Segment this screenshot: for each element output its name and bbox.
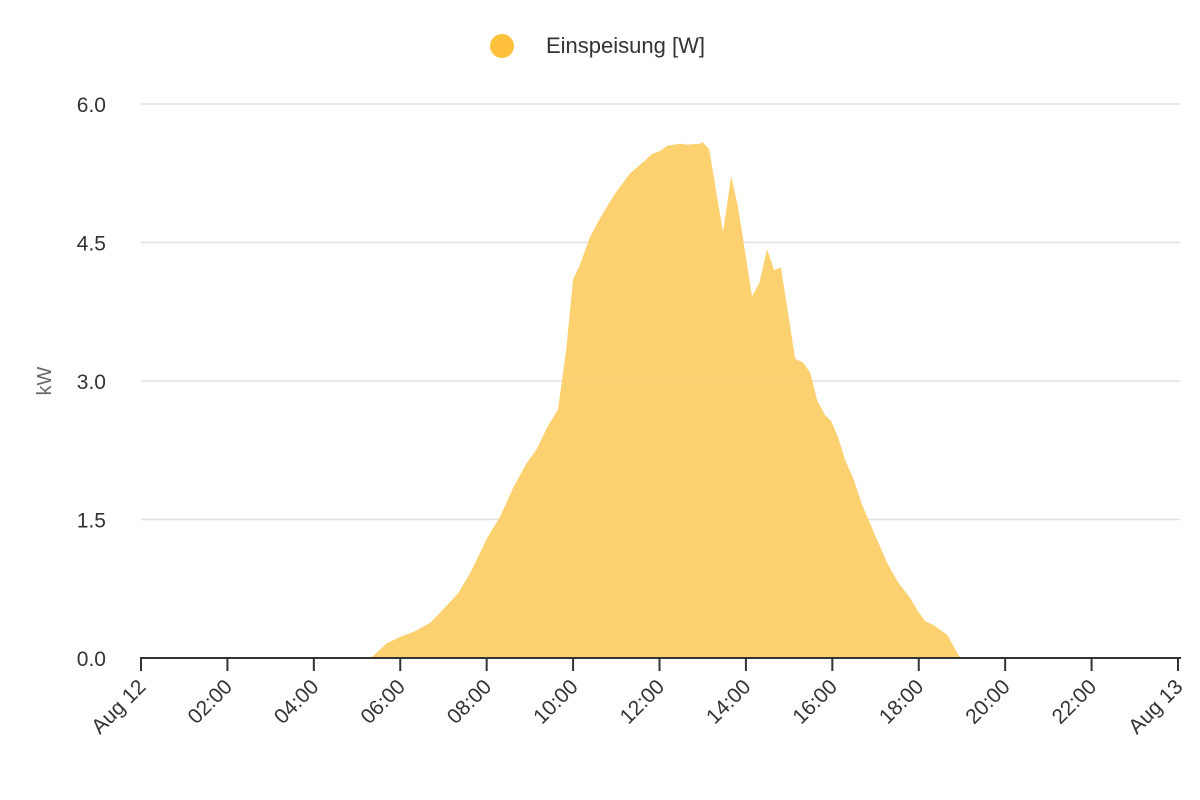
x-tick-label: 12:00 bbox=[616, 675, 669, 728]
series-area bbox=[370, 141, 961, 658]
x-tick-label: 02:00 bbox=[184, 675, 237, 728]
x-tick-label: 04:00 bbox=[270, 675, 323, 728]
legend[interactable]: Einspeisung [W] bbox=[490, 33, 705, 59]
x-tick-label: 08:00 bbox=[443, 675, 496, 728]
y-tick-label: 4.5 bbox=[77, 233, 106, 256]
y-axis-label: kW bbox=[34, 366, 56, 395]
x-tick-label: 14:00 bbox=[702, 675, 755, 728]
y-tick-label: 0.0 bbox=[77, 648, 106, 671]
x-tick-label: Aug 12 bbox=[87, 675, 150, 738]
x-tick-label: 16:00 bbox=[788, 675, 841, 728]
legend-marker-icon bbox=[490, 34, 514, 58]
x-tick-label: 22:00 bbox=[1048, 675, 1101, 728]
x-tick-label: 20:00 bbox=[961, 675, 1014, 728]
x-tick-label: 18:00 bbox=[875, 675, 928, 728]
legend-label: Einspeisung [W] bbox=[546, 33, 705, 58]
y-tick-label: 3.0 bbox=[77, 371, 106, 394]
x-tick-label: Aug 13 bbox=[1124, 675, 1187, 738]
y-tick-label: 1.5 bbox=[77, 510, 106, 533]
y-tick-label: 6.0 bbox=[77, 94, 106, 117]
x-tick-label: 06:00 bbox=[356, 675, 409, 728]
x-tick-label: 10:00 bbox=[529, 675, 582, 728]
